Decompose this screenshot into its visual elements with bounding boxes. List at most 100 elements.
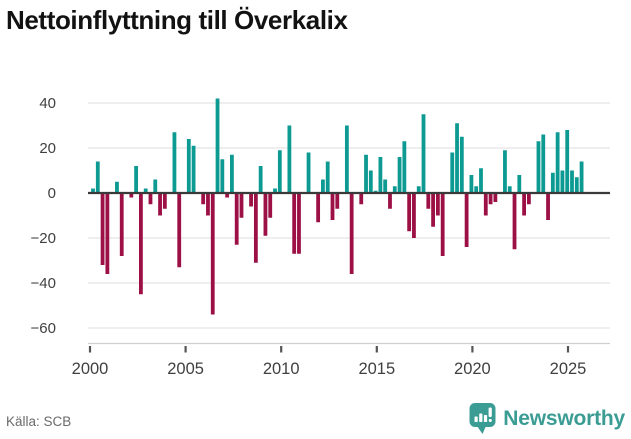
bar-negative [388,193,392,209]
bar-negative [426,193,431,209]
bar-positive [517,175,522,193]
bar-negative [316,193,321,223]
bar-positive [378,157,383,193]
newsworthy-logo-icon [469,403,496,434]
bar-positive [115,181,119,193]
bar-negative [493,193,498,202]
bar-negative [239,193,244,218]
x-tick-label: 2025 [550,360,587,378]
bar-positive [402,141,407,193]
x-tick-label: 2010 [263,360,300,378]
bar-positive [95,161,100,193]
bar-negative [268,193,273,218]
bar-negative [297,193,301,254]
bar-negative [234,193,239,245]
bar-positive [364,154,368,193]
bar-negative [105,193,110,274]
bar-negative [139,193,143,295]
newsworthy-logo: Newsworthy [469,402,625,435]
x-tick-label: 2005 [167,360,204,378]
bar-positive [325,161,330,193]
bar-negative [522,193,526,216]
bar-negative [129,193,134,198]
y-tick-label: −60 [31,320,56,337]
bar-negative [407,193,412,232]
bar-positive [421,114,426,193]
bar-positive [555,132,560,193]
bar-positive [507,186,512,193]
bar-negative [488,193,493,205]
bar-negative [546,193,550,220]
chart-title: Nettoinflyttning till Överkalix [6,5,348,35]
bar-positive [560,170,565,193]
bar-positive [392,186,397,193]
y-tick-label: 0 [48,185,56,202]
source-label: Källa: SCB [6,414,72,429]
bar-positive [574,177,579,193]
bar-positive [541,134,546,193]
bar-negative [335,193,340,209]
bar-positive [503,150,507,193]
bar-negative [206,193,210,216]
bar-negative [412,193,416,238]
bar-positive [191,145,196,193]
bar-positive [134,166,139,193]
bar-negative [201,193,206,205]
bar-positive [479,168,483,193]
bar-positive [459,136,464,193]
bar-positive [397,157,402,193]
bar-positive [258,166,263,193]
bar-positive [220,159,225,193]
bar-negative [292,193,297,254]
y-tick-label: 40 [39,95,56,112]
x-tick-label: 2020 [454,360,491,378]
bar-positive [579,161,584,193]
bar-positive [344,125,349,193]
bar-negative [359,193,364,205]
bar-positive [215,98,220,193]
bar-positive [455,123,459,193]
bar-positive [474,186,479,193]
bar-positive [153,179,158,193]
y-tick-label: 20 [39,140,56,157]
bar-positive [306,152,311,193]
bar-negative [512,193,517,250]
bar-negative [431,193,435,227]
bar-negative [119,193,124,256]
bar-negative [435,193,440,216]
bar-negative [249,193,253,207]
bar-negative [440,193,445,256]
bar-positive [277,150,282,193]
bar-positive [230,154,234,193]
bar-positive [143,188,148,193]
bar-negative [225,193,230,198]
bar-negative [100,193,105,265]
bar-negative [253,193,258,263]
bar-negative [158,193,162,216]
bar-negative [263,193,268,236]
bar-positive [565,130,570,193]
y-tick-label: −40 [31,275,56,292]
bar-positive [368,170,373,193]
bar-negative [210,193,215,315]
bar-negative [148,193,153,205]
y-tick-label: −20 [31,230,56,247]
newsworthy-logo-text: Newsworthy [503,406,625,430]
bar-positive [172,132,177,193]
x-tick-label: 2015 [358,360,395,378]
bar-positive [450,152,455,193]
bar-positive [416,186,421,193]
bar-positive [373,190,378,193]
bar-positive [186,139,191,193]
bar-positive [570,170,574,193]
bar-negative [330,193,335,220]
bar-positive [383,179,388,193]
bar-positive [287,125,292,193]
bar-positive [321,179,325,193]
chart-footer: Källa: SCB Newsworthy [6,402,625,435]
bar-positive [536,141,541,193]
bar-negative [349,193,354,274]
bar-negative [464,193,469,247]
